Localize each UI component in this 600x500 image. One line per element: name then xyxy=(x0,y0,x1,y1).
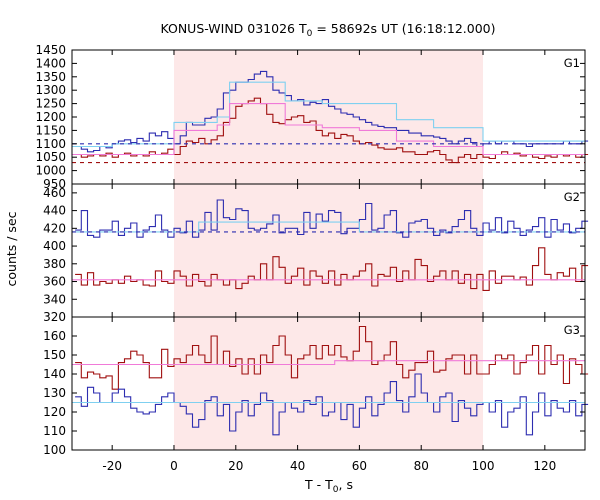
y-tick-label: 440 xyxy=(43,204,66,218)
y-axis-label: counts / sec xyxy=(4,211,19,286)
highlight-band xyxy=(173,184,484,317)
x-tick-label: 0 xyxy=(170,459,178,473)
y-tick-label: 140 xyxy=(43,367,66,381)
panel-label: G1 xyxy=(564,56,580,70)
series-pink-3 xyxy=(72,360,585,366)
y-tick-label: 460 xyxy=(43,186,66,200)
x-tick-label: 40 xyxy=(290,459,305,473)
x-tick-label: 100 xyxy=(472,459,495,473)
y-tick-label: 1250 xyxy=(35,97,66,111)
y-tick-label: 120 xyxy=(43,405,66,419)
panel-g1: 9501000105011001150120012501300135014001… xyxy=(35,43,589,191)
y-tick-label: 110 xyxy=(43,424,66,438)
x-axis-label: T - T0, s xyxy=(304,477,353,495)
series-red-0 xyxy=(75,325,589,390)
y-tick-label: 380 xyxy=(43,257,66,271)
y-tick-label: 950 xyxy=(43,177,66,191)
x-tick-label: -20 xyxy=(102,459,122,473)
y-tick-label: 150 xyxy=(43,348,66,362)
y-tick-label: 1050 xyxy=(35,150,66,164)
highlight-band xyxy=(173,317,484,450)
y-tick-label: 1450 xyxy=(35,43,66,57)
panel-frame xyxy=(71,316,586,451)
y-tick-label: 100 xyxy=(43,443,66,457)
y-tick-label: 400 xyxy=(43,239,66,253)
y-tick-label: 1000 xyxy=(35,164,66,178)
y-tick-label: 1150 xyxy=(35,123,66,137)
series-blue-0 xyxy=(75,70,589,153)
x-tick-label: 80 xyxy=(414,459,429,473)
y-tick-label: 1200 xyxy=(35,110,66,124)
y-tick-label: 1300 xyxy=(35,83,66,97)
y-tick-label: 360 xyxy=(43,275,66,289)
y-tick-label: 160 xyxy=(43,329,66,343)
panel-g3: 100 110 120 130 140 150 160 G3 xyxy=(43,316,589,457)
panel-g2: 320 340 360 380 400 420 440 460 G2 xyxy=(43,183,589,324)
y-tick-label: 340 xyxy=(43,292,66,306)
panel-label: G3 xyxy=(564,323,580,337)
y-tick-label: 1400 xyxy=(35,56,66,70)
series-red-1 xyxy=(75,247,589,291)
x-tick-label: 60 xyxy=(352,459,367,473)
x-tick-label: 120 xyxy=(533,459,556,473)
y-tick-label: 420 xyxy=(43,221,66,235)
series-blue-0 xyxy=(75,199,589,238)
panel-label: G2 xyxy=(564,190,580,204)
y-tick-label: 1100 xyxy=(35,137,66,151)
series-pink-3 xyxy=(72,103,585,156)
y-tick-label: 130 xyxy=(43,386,66,400)
y-tick-label: 1350 xyxy=(35,70,66,84)
y-tick-label: 320 xyxy=(43,310,66,324)
x-axis-ticks: -20 0 20 40 60 80 100 120 xyxy=(102,459,556,473)
series-blue-1 xyxy=(75,373,589,436)
chart-title: KONUS-WIND 031026 T0 = 58692s UT (16:18:… xyxy=(160,21,495,39)
chart-panels: 9501000105011001150120012501300135014001… xyxy=(35,43,589,457)
x-tick-label: 20 xyxy=(228,459,243,473)
